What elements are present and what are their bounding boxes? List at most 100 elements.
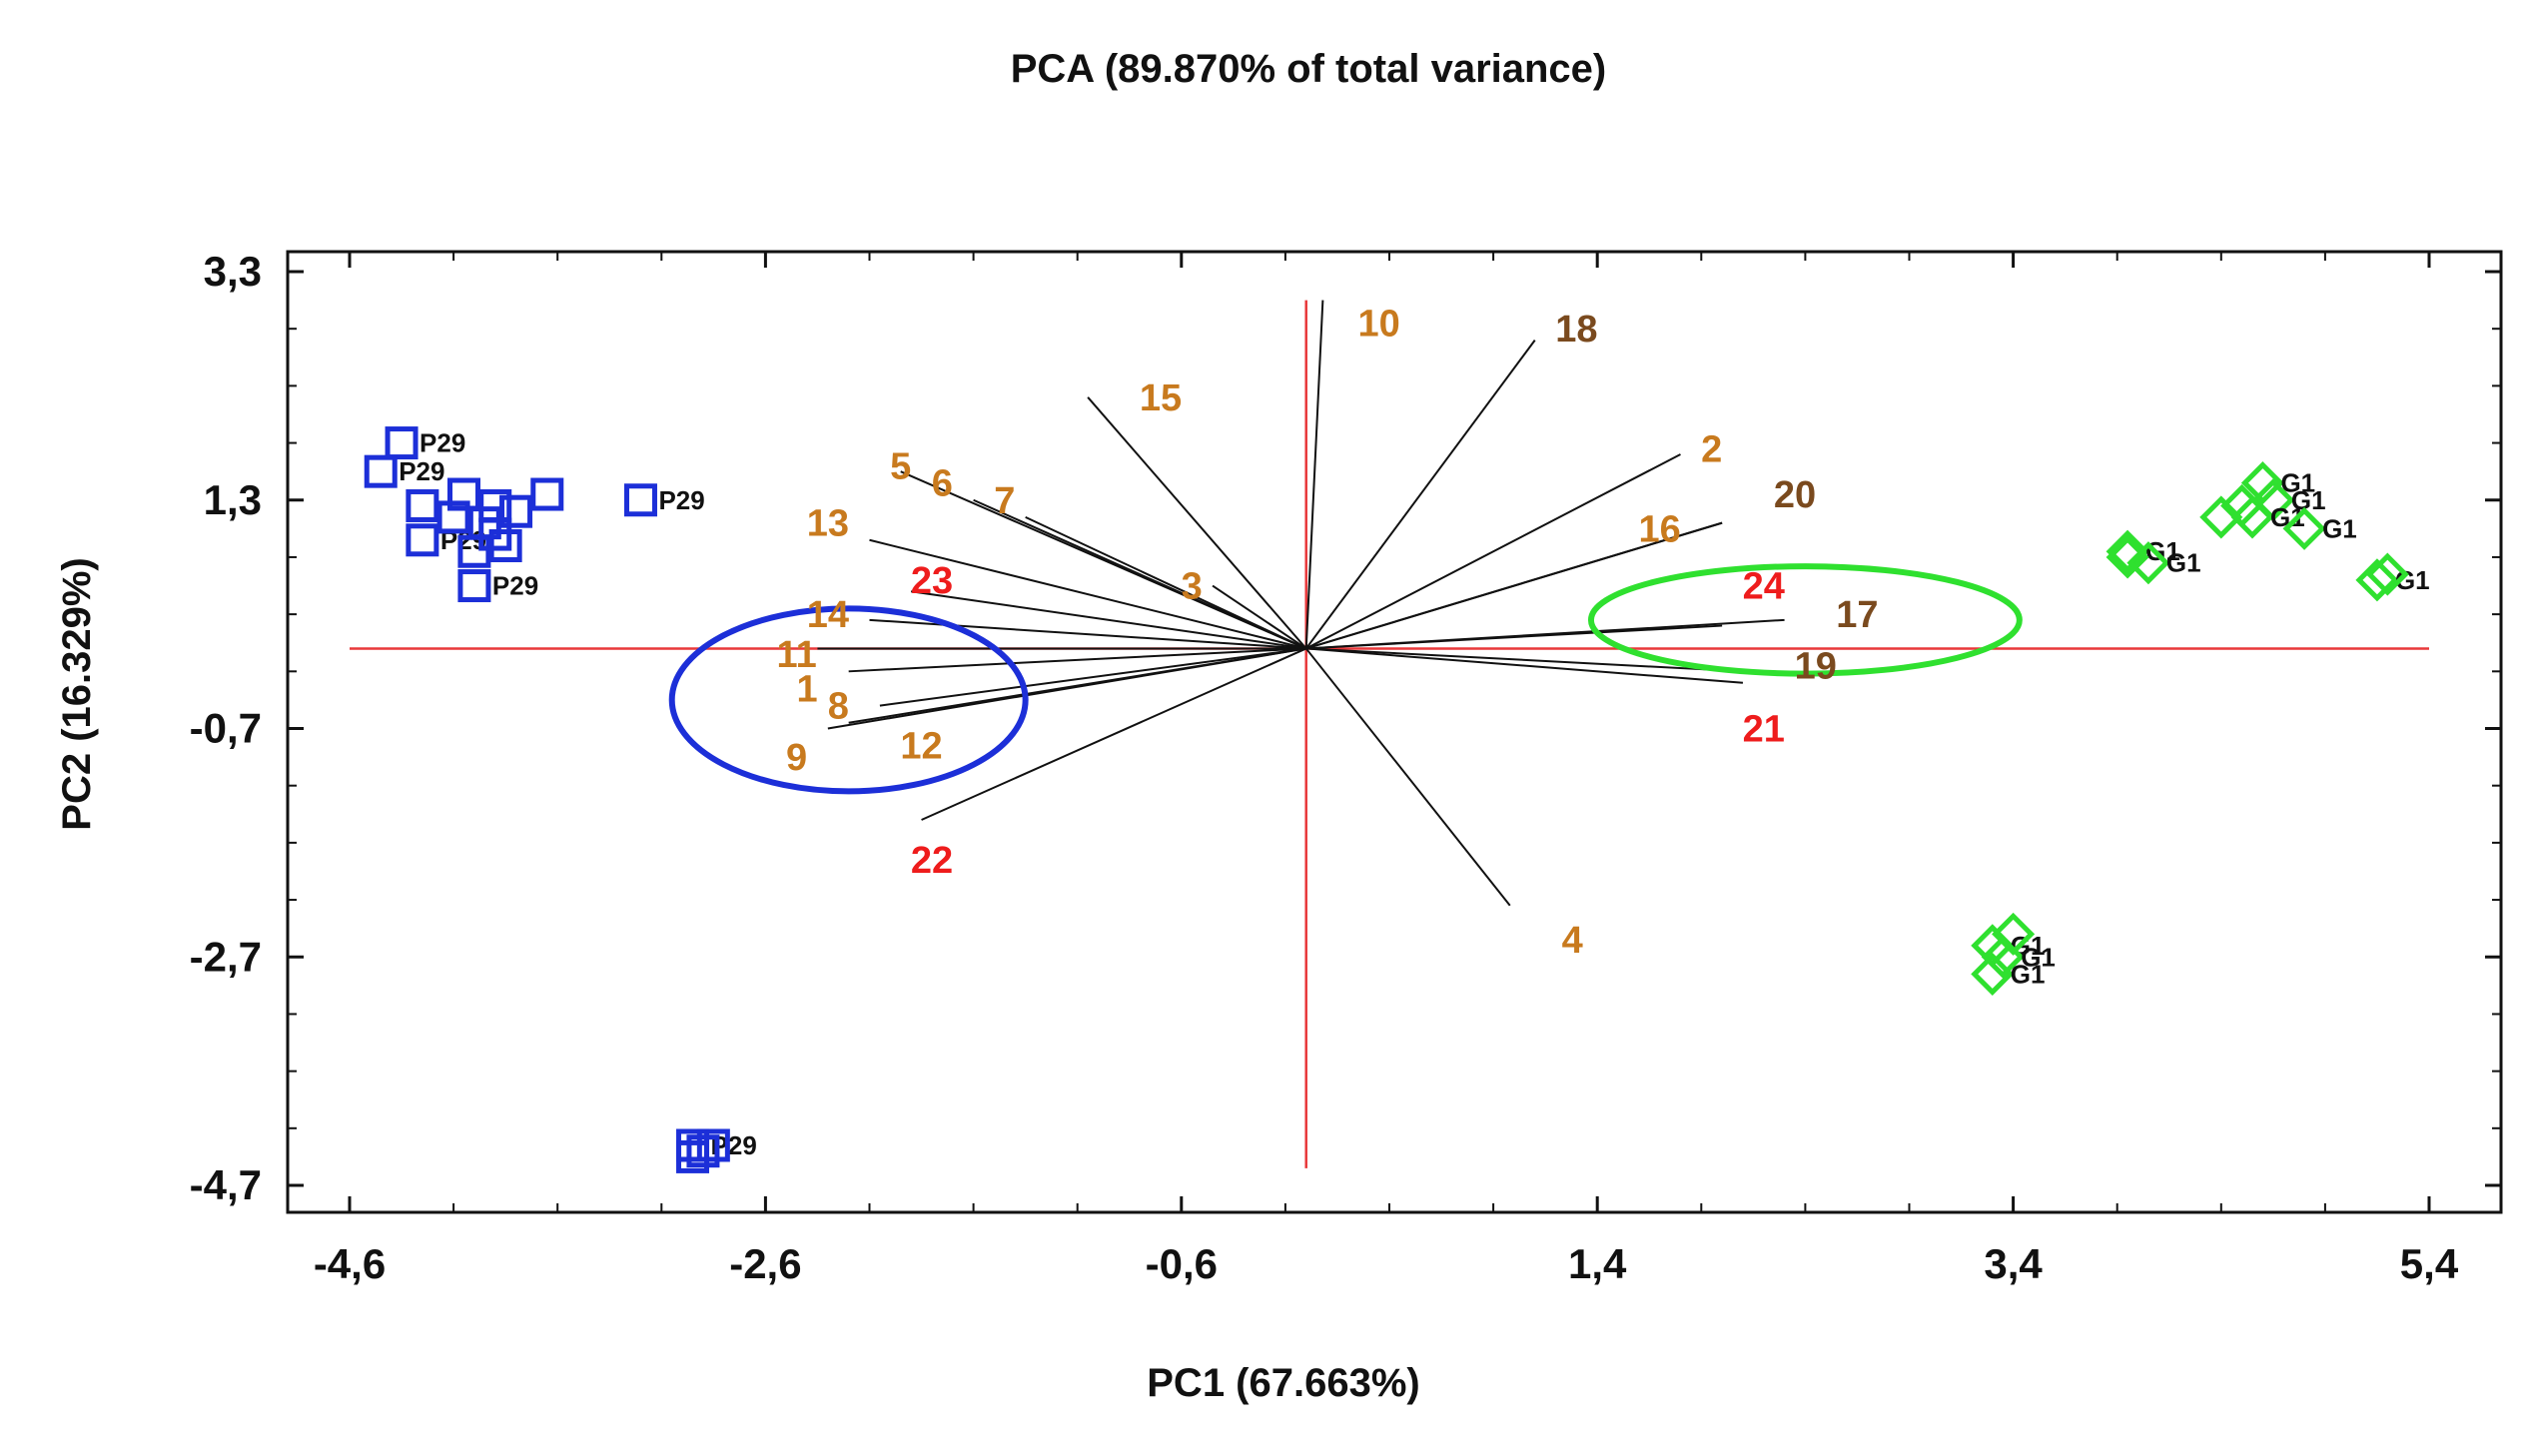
- loading-vector-22: [921, 647, 1307, 821]
- variable-label-17: 17: [1836, 594, 1878, 636]
- variable-label-8: 8: [828, 686, 849, 728]
- y-tick-label: -4,7: [190, 1161, 262, 1208]
- point-g1: [2355, 558, 2399, 602]
- loading-vector-10: [1304, 300, 1324, 649]
- x-tick-label: -4,6: [314, 1240, 386, 1287]
- loading-vector-19: [1305, 647, 1743, 673]
- point-p29: [364, 454, 398, 488]
- loading-vector-6: [973, 498, 1307, 650]
- y-tick-label: -2,7: [190, 933, 262, 980]
- x-tick-label: -2,6: [729, 1240, 801, 1287]
- loading-vector-18: [1304, 340, 1536, 650]
- variable-label-22: 22: [911, 840, 953, 882]
- variable-label-14: 14: [807, 594, 849, 636]
- point-p29: [457, 534, 491, 568]
- y-tick-label: 3,3: [204, 248, 262, 295]
- point-p29: [499, 494, 533, 528]
- point-label-g1: G1: [2291, 485, 2326, 515]
- point-g1: [2106, 529, 2149, 573]
- point-g1: [2365, 552, 2409, 596]
- point-p29: [623, 483, 657, 517]
- green-group-ellipse: [1587, 563, 2023, 677]
- variable-label-21: 21: [1743, 709, 1785, 751]
- point-g1: [1981, 935, 2025, 979]
- loading-vector-24: [1305, 624, 1723, 650]
- variable-label-19: 19: [1795, 646, 1837, 688]
- point-p29: [457, 569, 491, 603]
- x-tick-label: 3,4: [1984, 1240, 2043, 1287]
- point-p29: [447, 477, 481, 511]
- point-label-p29: P29: [658, 485, 704, 515]
- point-p29: [406, 488, 439, 522]
- point-g1: [2230, 495, 2274, 539]
- point-label-g1: G1: [2021, 942, 2056, 972]
- loading-vector-14: [869, 618, 1306, 650]
- loading-vectors: [817, 300, 1785, 907]
- loading-vector-1: [848, 647, 1306, 673]
- point-g1: [1971, 952, 2015, 996]
- axis-ticks: -4,6 -2,6 -0,6 1,4 3,4 5,4 3,3 1,3 -0,7 -2,7 -4,7: [190, 248, 2501, 1287]
- point-label-p29: P29: [399, 456, 444, 486]
- point-p29: [696, 1128, 730, 1162]
- variable-label-1: 1: [796, 668, 817, 710]
- point-g1: [2126, 541, 2170, 585]
- variable-label-23: 23: [911, 560, 953, 602]
- point-p29: [406, 523, 439, 557]
- point-label-p29: P29: [492, 571, 538, 601]
- variable-label-24: 24: [1743, 566, 1785, 608]
- variable-label-12: 12: [900, 726, 942, 768]
- point-p29: [686, 1134, 720, 1168]
- x-tick-label: 1,4: [1568, 1240, 1627, 1287]
- variable-label-2: 2: [1701, 428, 1722, 470]
- point-p29: [478, 488, 512, 522]
- loading-vector-9: [827, 647, 1306, 730]
- x-tick-label: 5,4: [2400, 1240, 2459, 1287]
- blue-group-circle: [668, 605, 1029, 795]
- variable-label-13: 13: [807, 503, 849, 545]
- point-label-g1: G1: [2011, 959, 2046, 989]
- y-tick-label: 1,3: [204, 476, 262, 523]
- point-label-g1: G1: [2322, 513, 2357, 543]
- variable-label-18: 18: [1555, 309, 1597, 351]
- origin-axes: [350, 300, 2429, 1168]
- variable-label-9: 9: [786, 737, 807, 779]
- loading-vector-7: [1025, 516, 1307, 650]
- variable-label-10: 10: [1357, 303, 1399, 345]
- point-label-g1: G1: [2166, 548, 2201, 578]
- point-g1: [2240, 461, 2284, 505]
- y-axis-label: PC2 (16.329%): [55, 557, 99, 830]
- variable-label-15: 15: [1140, 377, 1182, 419]
- variable-label-7: 7: [994, 480, 1015, 522]
- loading-vector-20: [1305, 521, 1723, 650]
- loading-vector-21: [1305, 647, 1744, 684]
- point-p29: [488, 529, 522, 562]
- point-g1: [2106, 535, 2149, 579]
- chart-title: PCA (89.870% of total variance): [1011, 47, 1607, 91]
- variable-label-3: 3: [1182, 566, 1203, 608]
- point-g1: [2251, 478, 2295, 522]
- loading-vector-12: [879, 647, 1306, 707]
- loading-vector-13: [869, 538, 1306, 650]
- group-annotations: [668, 563, 2023, 795]
- x-tick-label: -0,6: [1146, 1240, 1218, 1287]
- point-label-p29: P29: [420, 428, 465, 458]
- point-p29: [676, 1139, 710, 1173]
- variable-label-6: 6: [932, 463, 953, 505]
- variable-label-20: 20: [1774, 474, 1816, 516]
- loading-vector-15: [1087, 396, 1307, 650]
- loading-vector-23: [910, 590, 1306, 650]
- variable-label-11: 11: [777, 634, 817, 676]
- point-p29: [385, 426, 419, 460]
- y-tick-label: -0,7: [190, 705, 262, 752]
- variable-label-4: 4: [1562, 920, 1583, 962]
- point-g1: [2282, 506, 2326, 550]
- variable-label-5: 5: [890, 445, 911, 487]
- loading-vector-2: [1305, 453, 1681, 650]
- plot-frame: [286, 250, 2503, 1214]
- point-p29: [436, 500, 470, 534]
- point-g1: [2199, 495, 2243, 539]
- variable-label-16: 16: [1639, 508, 1681, 550]
